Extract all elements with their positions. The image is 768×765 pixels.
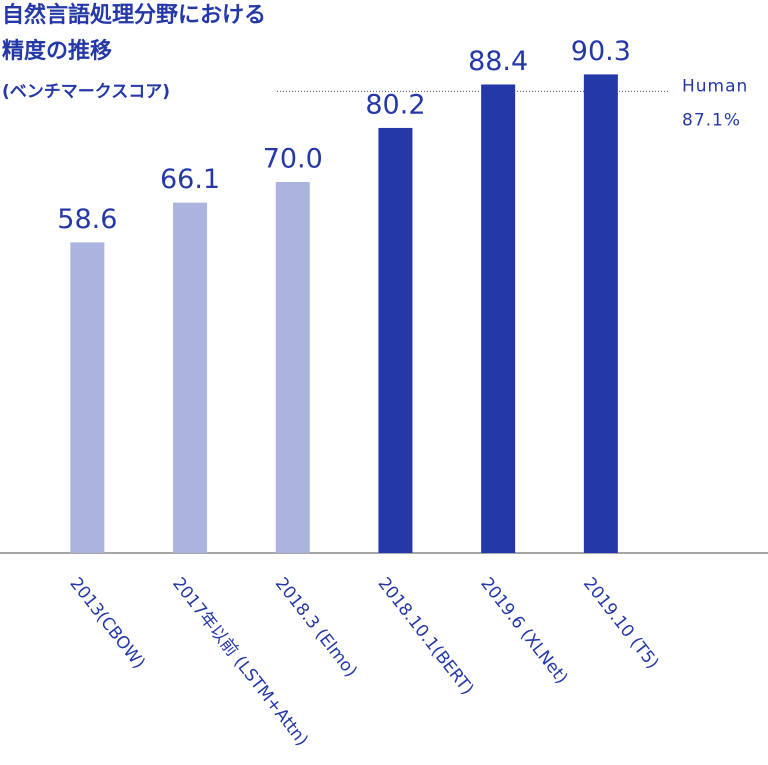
- x-tick-label: 2018.3 (Elmo): [271, 574, 361, 681]
- value-label: 88.4: [468, 46, 528, 77]
- x-tick-label: 2018.10.1(BERT): [374, 574, 478, 699]
- x-tick-label: 2013(CBOW): [65, 574, 148, 673]
- value-label: 80.2: [365, 89, 425, 120]
- bar: [275, 182, 310, 553]
- value-label: 66.1: [160, 164, 220, 195]
- bar: [70, 242, 105, 554]
- value-label: 58.6: [57, 204, 117, 235]
- bar: [173, 202, 208, 554]
- chart-subtitle: (ベンチマークスコア): [2, 82, 170, 102]
- x-tick-label: 2019.6 (XLNet): [476, 574, 571, 688]
- x-tick-label: 2019.10 (T5): [579, 574, 663, 673]
- reference-name: Human: [682, 76, 748, 96]
- chart-title: 精度の推移: [2, 38, 112, 64]
- bar: [378, 127, 413, 553]
- chart-title: 自然言語処理分野における: [2, 2, 266, 28]
- value-label: 90.3: [571, 36, 631, 67]
- bar: [481, 84, 516, 553]
- reference-label: 87.1%: [682, 110, 741, 130]
- bar: [583, 74, 618, 553]
- value-label: 70.0: [263, 144, 323, 175]
